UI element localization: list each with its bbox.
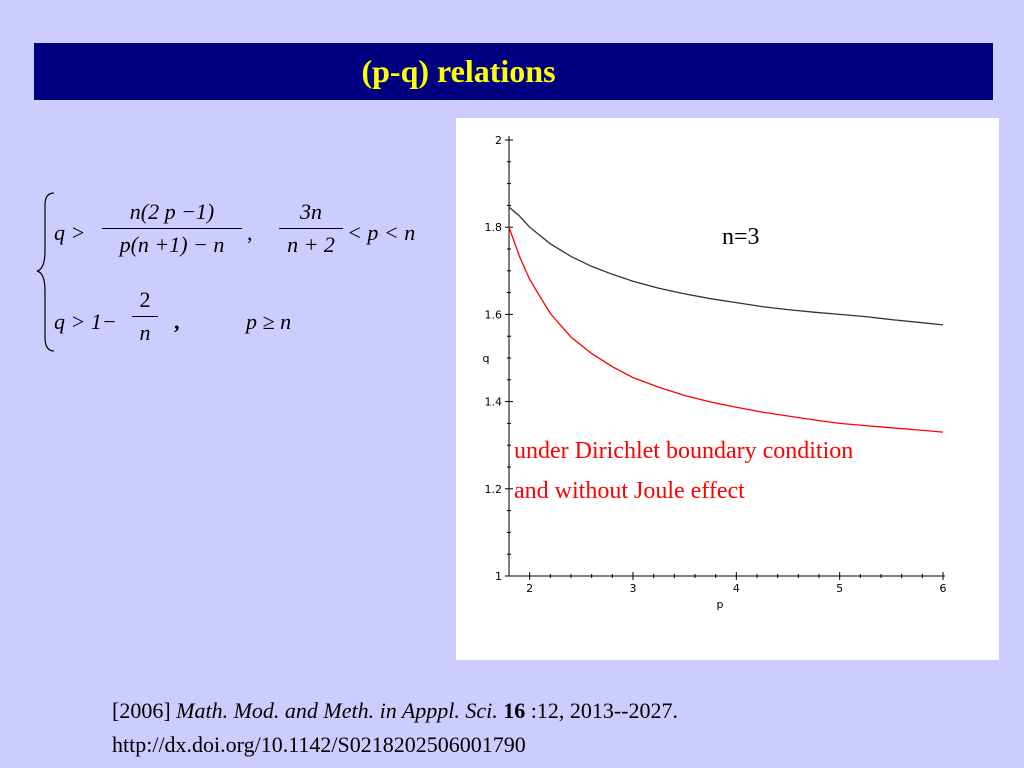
line1-condition: < p < n (347, 220, 416, 245)
x-tick-label: 4 (733, 582, 740, 595)
line1-fraction-2-numerator: 3n (300, 199, 322, 224)
fraction-bar (102, 228, 242, 229)
citation-pages: :12, 2013--2027. (530, 698, 679, 723)
citation-doi-link[interactable]: http://dx.doi.org/10.1142/S0218202506001… (112, 732, 526, 757)
citation-year: [2006] (112, 698, 171, 723)
x-tick-label: 6 (940, 582, 947, 595)
left-brace (36, 192, 55, 352)
n-value-label: n=3 (722, 224, 760, 250)
series-line-2 (508, 226, 944, 433)
citation-journal: Math. Mod. and Meth. in Apppl. Sci. (176, 698, 498, 723)
x-tick-label: 2 (526, 582, 533, 595)
y-tick-label: 1.2 (485, 483, 503, 496)
series-line-1 (508, 206, 944, 326)
citation-volume: 16 (503, 698, 526, 723)
line1-fraction-2: 3n n + 2 (279, 199, 343, 258)
y-tick-label: 1.4 (485, 396, 503, 409)
line2-fraction-denominator: n (139, 320, 151, 345)
line1-fraction-1-numerator: n(2 p −1) (129, 199, 215, 224)
line1-fraction-1: n(2 p −1) p(n +1) − n (102, 199, 242, 258)
y-tick-label: 2 (495, 134, 502, 147)
line1-separator: , (247, 220, 253, 245)
citation: [2006] Math. Mod. and Meth. in Apppl. Sc… (112, 694, 678, 762)
chart-panel: 1 1.2 1.4 1.6 1.8 2 2 3 4 5 6 p q n=3 under Dirichle… (456, 118, 999, 660)
y-tick-label: 1 (495, 570, 502, 583)
pq-chart: 1 1.2 1.4 1.6 1.8 2 2 3 4 5 6 p q (483, 134, 947, 611)
line2-fraction-numerator: 2 (139, 287, 151, 312)
y-tick-label: 1.8 (485, 221, 503, 234)
y-tick-label: 1.6 (485, 308, 503, 321)
line1-fraction-2-denominator: n + 2 (287, 232, 335, 257)
title-bar: (p-q) relations (34, 43, 993, 100)
line2-fraction: 2 n (132, 287, 158, 346)
citation-reference: [2006] Math. Mod. and Meth. in Apppl. Sc… (112, 694, 678, 728)
x-tick-label: 5 (836, 582, 843, 595)
line2-separator: , (174, 309, 180, 334)
red-curve-annotation-line2: and without Joule effect (514, 478, 745, 504)
inequality-system: q > n(2 p −1) p(n +1) − n , 3n n + 2 < p… (34, 185, 454, 360)
y-axis-label: q (483, 352, 490, 365)
line1-fraction-1-denominator: p(n +1) − n (119, 232, 225, 257)
line2-lhs: q > 1− (54, 309, 117, 334)
fraction-bar (132, 316, 158, 317)
red-curve-annotation-line1: under Dirichlet boundary condition (514, 438, 854, 464)
fraction-bar (279, 228, 343, 229)
x-axis-label: p (717, 598, 724, 611)
x-tick-label: 3 (630, 582, 637, 595)
slide-title: (p-q) relations (361, 53, 556, 89)
line1-lhs: q > (54, 220, 86, 245)
line2-condition: p ≥ n (246, 309, 292, 334)
